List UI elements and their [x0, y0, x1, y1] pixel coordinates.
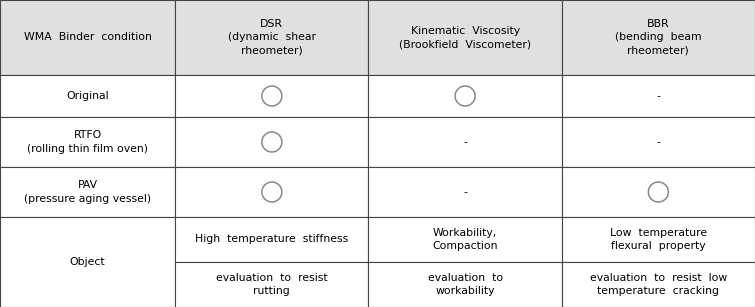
Text: Low  temperature
flexural  property: Low temperature flexural property — [610, 228, 707, 251]
Text: PAV
(pressure aging vessel): PAV (pressure aging vessel) — [24, 181, 151, 204]
Bar — [368, 75, 562, 117]
Bar — [0, 167, 175, 217]
Text: -: - — [463, 137, 467, 147]
Text: RTFO
(rolling thin film oven): RTFO (rolling thin film oven) — [27, 130, 148, 154]
Text: Original: Original — [66, 91, 109, 101]
Text: -: - — [463, 187, 467, 197]
Text: WMA  Binder  condition: WMA Binder condition — [23, 33, 152, 42]
Text: DSR
(dynamic  shear
rheometer): DSR (dynamic shear rheometer) — [228, 19, 316, 56]
Bar — [562, 262, 755, 307]
Bar — [0, 75, 175, 117]
Text: Object: Object — [69, 257, 106, 267]
Bar — [562, 117, 755, 167]
Text: -: - — [656, 91, 661, 101]
Bar — [175, 75, 368, 117]
Text: -: - — [656, 137, 661, 147]
Bar — [0, 117, 175, 167]
Text: evaluation  to  resist  low
temperature  cracking: evaluation to resist low temperature cra… — [590, 273, 727, 296]
Bar — [562, 0, 755, 75]
Text: BBR
(bending  beam
rheometer): BBR (bending beam rheometer) — [615, 19, 701, 56]
Bar — [0, 217, 175, 307]
Bar — [368, 0, 562, 75]
Bar — [562, 75, 755, 117]
Text: Workability,
Compaction: Workability, Compaction — [433, 228, 498, 251]
Bar — [175, 117, 368, 167]
Text: evaluation  to
workability: evaluation to workability — [427, 273, 503, 296]
Bar — [368, 262, 562, 307]
Bar — [562, 217, 755, 262]
Bar — [368, 167, 562, 217]
Bar — [175, 0, 368, 75]
Bar — [0, 0, 175, 75]
Bar — [562, 167, 755, 217]
Bar — [175, 217, 368, 262]
Text: High  temperature  stiffness: High temperature stiffness — [196, 235, 349, 244]
Bar — [175, 262, 368, 307]
Text: Kinematic  Viscosity
(Brookfield  Viscometer): Kinematic Viscosity (Brookfield Viscomet… — [399, 26, 532, 49]
Bar — [368, 217, 562, 262]
Bar — [368, 117, 562, 167]
Text: evaluation  to  resist
rutting: evaluation to resist rutting — [216, 273, 328, 296]
Bar — [175, 167, 368, 217]
